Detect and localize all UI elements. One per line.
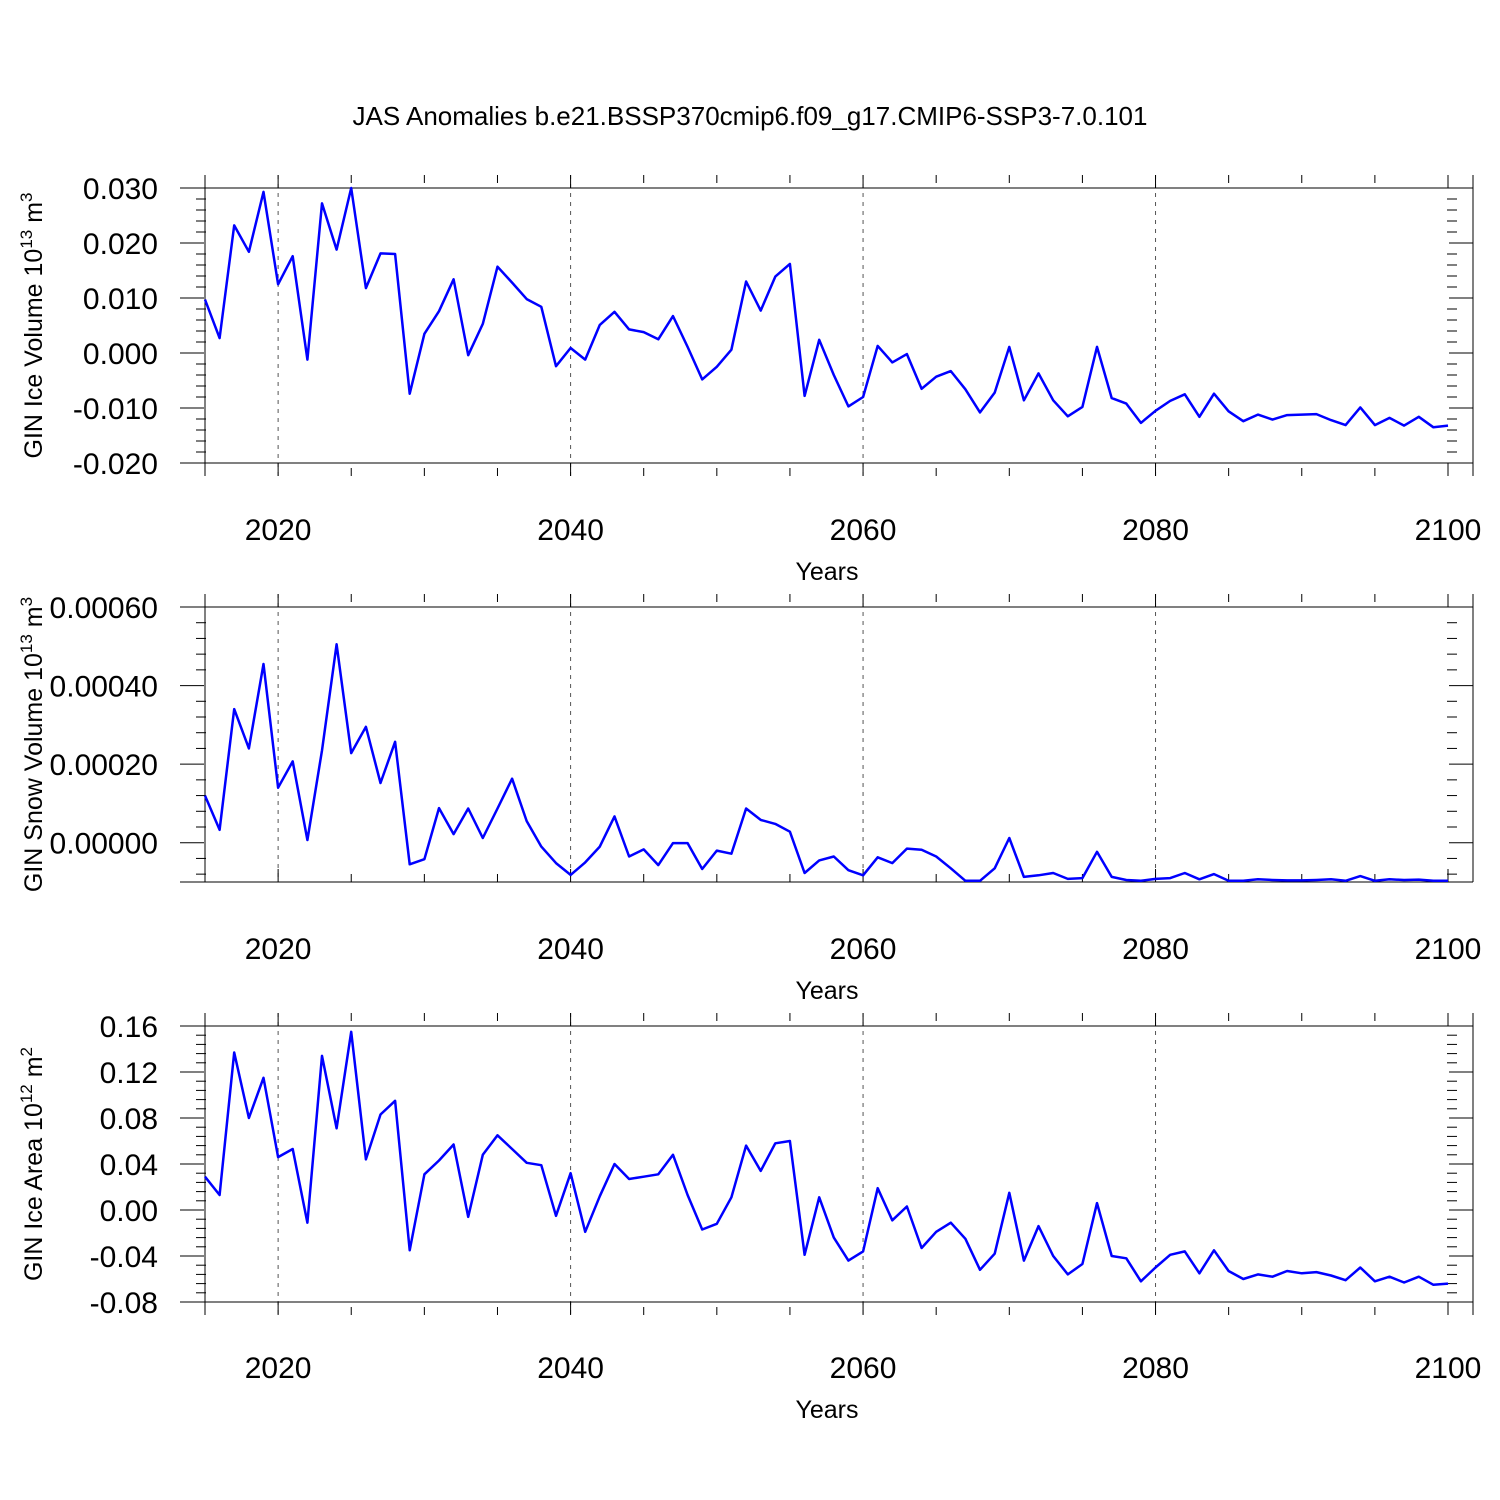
x-axis-label: Years [795,1396,858,1424]
y-tick-label: -0.08 [90,1287,158,1320]
y-tick-label: 0.00 [100,1195,158,1228]
x-tick-label: 2060 [830,514,897,547]
x-tick-label: 2040 [537,933,604,966]
y-tick-label: -0.020 [73,448,158,481]
x-tick-label: 2060 [830,1352,897,1385]
y-tick-label: 0.16 [100,1011,158,1044]
x-tick-label: 2020 [245,933,312,966]
y-axis-label: GIN Ice Volume 1013 m3 [17,193,48,459]
y-axis-label: GIN Ice Area 1012 m2 [17,1047,48,1281]
x-tick-label: 2100 [1415,933,1482,966]
x-tick-label: 2100 [1415,1352,1482,1385]
x-tick-label: 2040 [537,1352,604,1385]
y-tick-label: 0.00000 [50,828,158,861]
series-line [204,1030,1449,1287]
panel-1: 2020 2040 2060 2080 2100 0.030 0.020 0.010 0.000… [17,173,1481,586]
x-tick-label: 2040 [537,514,604,547]
y-tick-label: 0.04 [100,1149,158,1182]
y-tick-label: 0.030 [83,173,158,206]
y-tick-label: 0.00060 [50,592,158,625]
y-axis-label: GIN Snow Volume 1013 m3 [17,597,48,892]
y-tick-label: 0.12 [100,1057,158,1090]
y-tick-label: 0.020 [83,228,158,261]
series-line [203,186,1449,429]
y-tick-label: 0.00040 [50,671,158,704]
x-tick-label: 2080 [1122,1352,1189,1385]
panel-2: 2020 2040 2060 2080 2100 0.00060 0.00040 0.0002… [17,592,1481,1005]
chart-panels: 2020 2040 2060 2080 21000.0300.0200.0100.000… [17,173,1481,1424]
y-tick-label: 0.000 [83,338,158,371]
x-tick-label: 2080 [1122,933,1189,966]
x-tick-label: 2100 [1415,514,1482,547]
y-tick-label: 0.08 [100,1103,158,1136]
x-tick-label: 2080 [1122,514,1189,547]
y-tick-label: -0.04 [90,1241,158,1274]
x-tick-label: 2020 [245,1352,312,1385]
x-tick-label: 2060 [830,933,897,966]
series-line [203,643,1448,883]
x-axis-label: Years [795,977,858,1005]
y-tick-label: 0.00020 [50,749,158,782]
y-tick-label: 0.010 [83,283,158,316]
x-axis-label: Years [795,558,858,586]
chart-title: JAS Anomalies b.e21.BSSP370cmip6.f09_g17… [353,101,1148,131]
x-tick-label: 2020 [245,514,312,547]
panel-3: 2020 2040 2060 2080 2100 0.16 0.12 0.08 0.04 0.00… [17,1011,1481,1424]
y-tick-label: -0.010 [73,393,158,426]
